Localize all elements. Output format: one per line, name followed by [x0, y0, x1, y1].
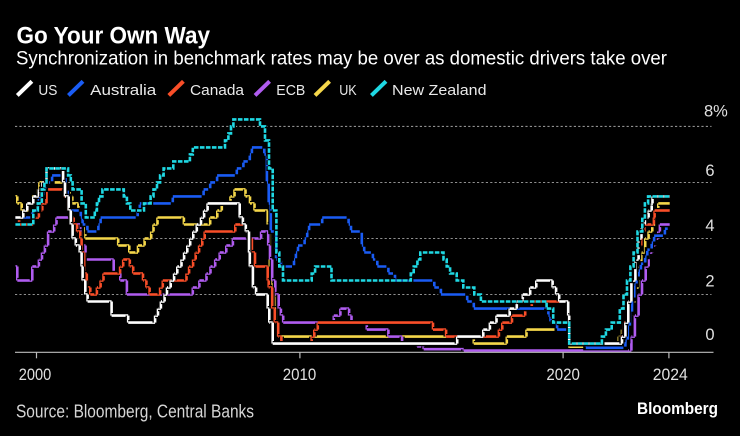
svg-text:2020: 2020 [546, 365, 580, 384]
svg-text:2010: 2010 [283, 365, 317, 384]
svg-text:Synchronization in benchmark r: Synchronization in benchmark rates may b… [16, 48, 667, 70]
svg-text:4: 4 [705, 217, 714, 235]
svg-text:Bloomberg: Bloomberg [637, 399, 718, 418]
svg-text:8%: 8% [704, 103, 728, 121]
svg-text:ECB: ECB [276, 82, 305, 99]
svg-text:US: US [38, 82, 57, 99]
svg-text:0: 0 [705, 326, 714, 344]
svg-text:Australia: Australia [90, 82, 157, 99]
svg-text:2000: 2000 [19, 365, 52, 384]
svg-text:Source: Bloomberg, Central Ban: Source: Bloomberg, Central Banks [16, 402, 254, 422]
svg-text:2024: 2024 [653, 365, 688, 384]
svg-text:UK: UK [339, 82, 357, 99]
svg-text:6: 6 [705, 162, 714, 180]
svg-text:New Zealand: New Zealand [392, 82, 487, 99]
svg-text:Go Your Own Way: Go Your Own Way [17, 23, 211, 50]
svg-text:2: 2 [705, 273, 714, 291]
svg-text:Canada: Canada [190, 82, 245, 99]
